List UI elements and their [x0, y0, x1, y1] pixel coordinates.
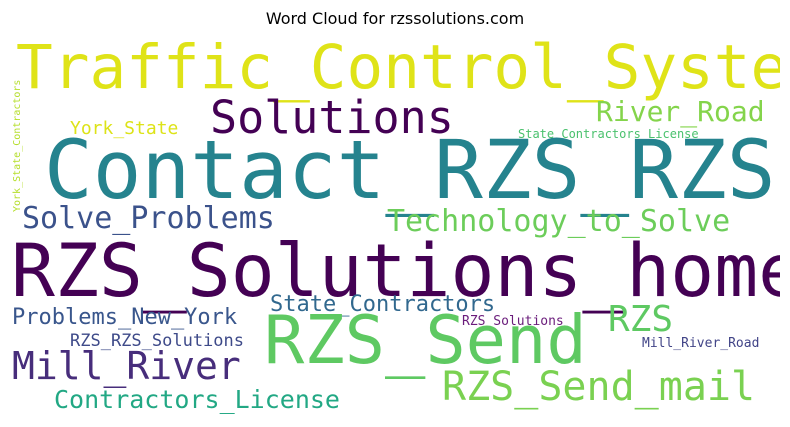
word-state-contractors-license: State_Contractors_License [518, 127, 699, 141]
word-technology-to-solve: Technology_to_Solve [387, 204, 731, 239]
word-contractors-license: Contractors_License [54, 385, 340, 414]
word-rzs-send-mail: RZS_Send_mail [442, 364, 756, 410]
word-cloud: Traffic_Control_Systems Solutions River_… [10, 37, 780, 422]
word-solve-problems: Solve_Problems [22, 201, 275, 236]
word-contact-rzs-rzs: Contact_RZS_RZS [44, 124, 776, 218]
word-mill-river: Mill_River [12, 344, 241, 388]
word-mill-river-road: Mill_River_Road [642, 336, 760, 351]
word-solutions: Solutions [210, 91, 454, 144]
word-rzs-rzs-solutions: RZS_RZS_Solutions [70, 331, 244, 351]
word-rzs-solutions: RZS_Solutions [462, 314, 564, 329]
word-rzs-solutions-home: RZS_Solutions_home [11, 229, 780, 314]
word-york-state: York_State [70, 118, 179, 139]
word-problems-new-york: Problems_New_York [12, 305, 238, 330]
figure-title: Word Cloud for rzssolutions.com [265, 9, 525, 28]
word-traffic-control-systems: Traffic_Control_Systems [16, 37, 780, 103]
word-state-contractors: State_Contractors [270, 292, 496, 317]
word-rzs: RZS [608, 299, 674, 340]
word-river-road: River_Road [596, 95, 765, 128]
word-rzs-send: RZS_Send [264, 301, 587, 379]
word-york-state-contractors: York_State_Contractors [12, 79, 23, 212]
